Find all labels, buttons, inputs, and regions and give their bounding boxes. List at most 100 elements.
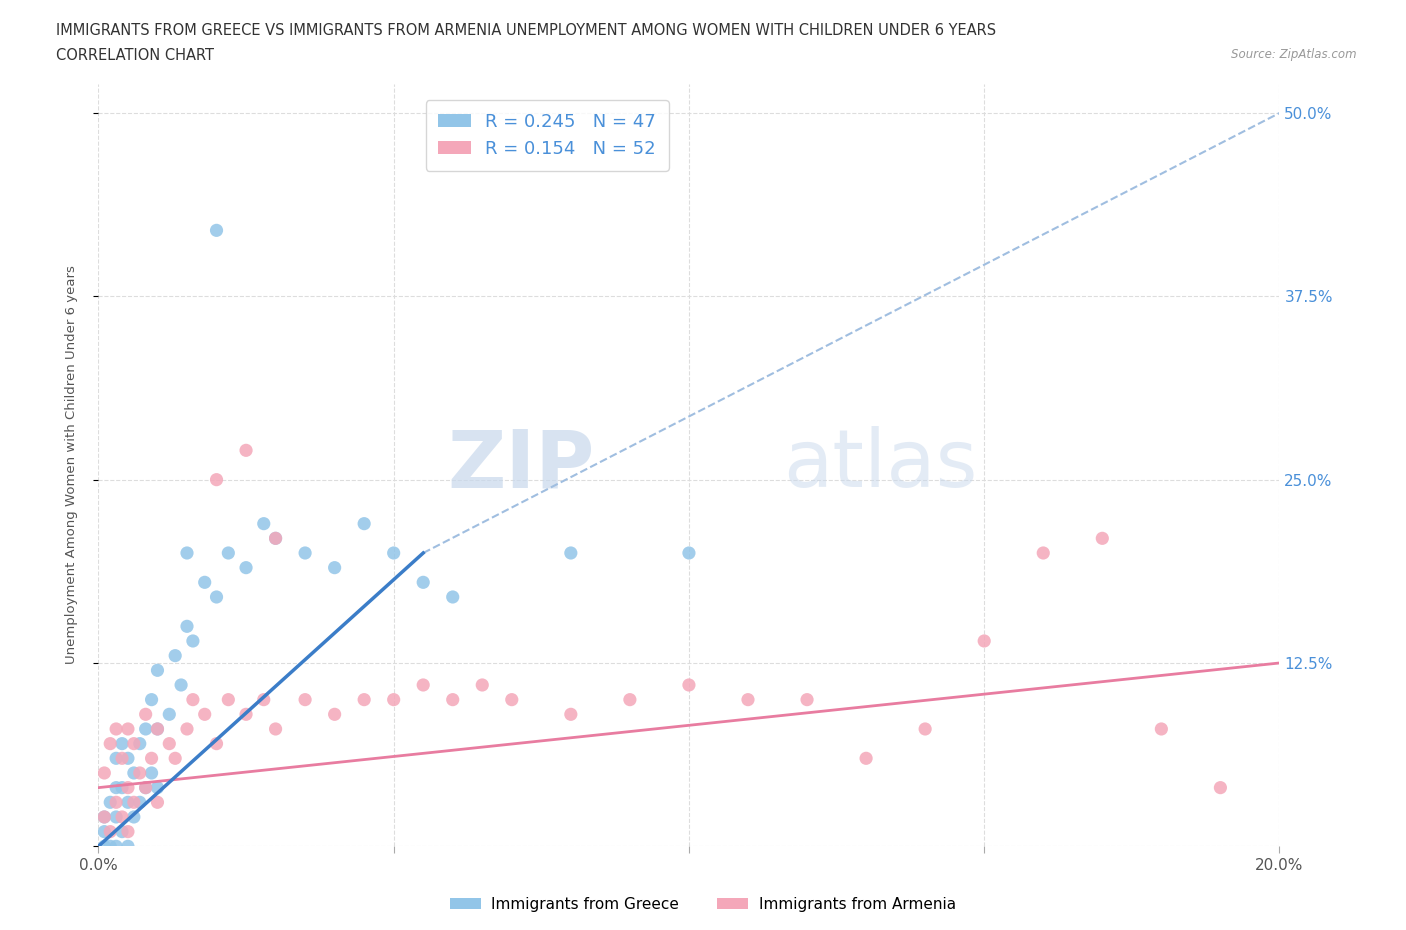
Point	[170, 678, 193, 693]
Point	[105, 809, 128, 824]
Point	[128, 737, 150, 751]
Point	[205, 223, 228, 238]
Point	[441, 692, 464, 707]
Point	[135, 707, 157, 722]
Point	[412, 575, 434, 590]
Point	[176, 722, 198, 737]
Point	[294, 546, 316, 561]
Point	[98, 839, 121, 854]
Point	[157, 737, 180, 751]
Point	[217, 692, 239, 707]
Point	[146, 663, 169, 678]
Point	[165, 751, 187, 765]
Point	[141, 692, 163, 707]
Point	[737, 692, 759, 707]
Point	[122, 737, 145, 751]
Point	[205, 590, 228, 604]
Point	[253, 692, 276, 707]
Point	[135, 722, 157, 737]
Point	[1209, 780, 1232, 795]
Point	[128, 765, 150, 780]
Point	[235, 560, 257, 575]
Point	[235, 443, 257, 458]
Point	[353, 692, 375, 707]
Point	[353, 516, 375, 531]
Point	[98, 824, 121, 839]
Point	[264, 531, 287, 546]
Point	[157, 707, 180, 722]
Point	[146, 780, 169, 795]
Point	[111, 751, 134, 765]
Point	[141, 765, 163, 780]
Point	[471, 678, 494, 693]
Point	[560, 546, 582, 561]
Point	[146, 722, 169, 737]
Point	[441, 590, 464, 604]
Point	[117, 722, 139, 737]
Point	[117, 751, 139, 765]
Point	[146, 722, 169, 737]
Point	[264, 531, 287, 546]
Point	[105, 722, 128, 737]
Text: atlas: atlas	[783, 426, 977, 504]
Point	[176, 546, 198, 561]
Point	[93, 765, 115, 780]
Point	[93, 824, 115, 839]
Point	[678, 546, 700, 561]
Point	[135, 780, 157, 795]
Point	[111, 824, 134, 839]
Point	[117, 839, 139, 854]
Point	[141, 751, 163, 765]
Point	[117, 824, 139, 839]
Point	[678, 678, 700, 693]
Point	[105, 795, 128, 810]
Point	[382, 692, 405, 707]
Point	[1150, 722, 1173, 737]
Point	[111, 737, 134, 751]
Point	[111, 780, 134, 795]
Point	[128, 795, 150, 810]
Point	[217, 546, 239, 561]
Point	[122, 795, 145, 810]
Text: Source: ZipAtlas.com: Source: ZipAtlas.com	[1232, 48, 1357, 61]
Point	[111, 809, 134, 824]
Point	[176, 618, 198, 633]
Point	[194, 707, 217, 722]
Point	[117, 795, 139, 810]
Point	[294, 692, 316, 707]
Point	[253, 516, 276, 531]
Point	[146, 795, 169, 810]
Point	[264, 722, 287, 737]
Point	[914, 722, 936, 737]
Point	[855, 751, 877, 765]
Point	[194, 575, 217, 590]
Point	[1032, 546, 1054, 561]
Point	[560, 707, 582, 722]
Point	[117, 780, 139, 795]
Point	[1091, 531, 1114, 546]
Point	[619, 692, 641, 707]
Point	[105, 751, 128, 765]
Point	[235, 707, 257, 722]
Point	[382, 546, 405, 561]
Point	[181, 692, 204, 707]
Point	[323, 560, 346, 575]
Point	[98, 795, 121, 810]
Point	[181, 633, 204, 648]
Text: IMMIGRANTS FROM GREECE VS IMMIGRANTS FROM ARMENIA UNEMPLOYMENT AMONG WOMEN WITH : IMMIGRANTS FROM GREECE VS IMMIGRANTS FRO…	[56, 23, 997, 38]
Point	[165, 648, 187, 663]
Point	[501, 692, 523, 707]
Point	[205, 472, 228, 487]
Point	[973, 633, 995, 648]
Point	[105, 839, 128, 854]
Point	[98, 737, 121, 751]
Text: CORRELATION CHART: CORRELATION CHART	[56, 48, 214, 63]
Point	[122, 809, 145, 824]
Point	[205, 737, 228, 751]
Y-axis label: Unemployment Among Women with Children Under 6 years: Unemployment Among Women with Children U…	[65, 266, 77, 664]
Point	[323, 707, 346, 722]
Point	[122, 765, 145, 780]
Point	[105, 780, 128, 795]
Point	[796, 692, 818, 707]
Legend: Immigrants from Greece, Immigrants from Armenia: Immigrants from Greece, Immigrants from …	[444, 891, 962, 918]
